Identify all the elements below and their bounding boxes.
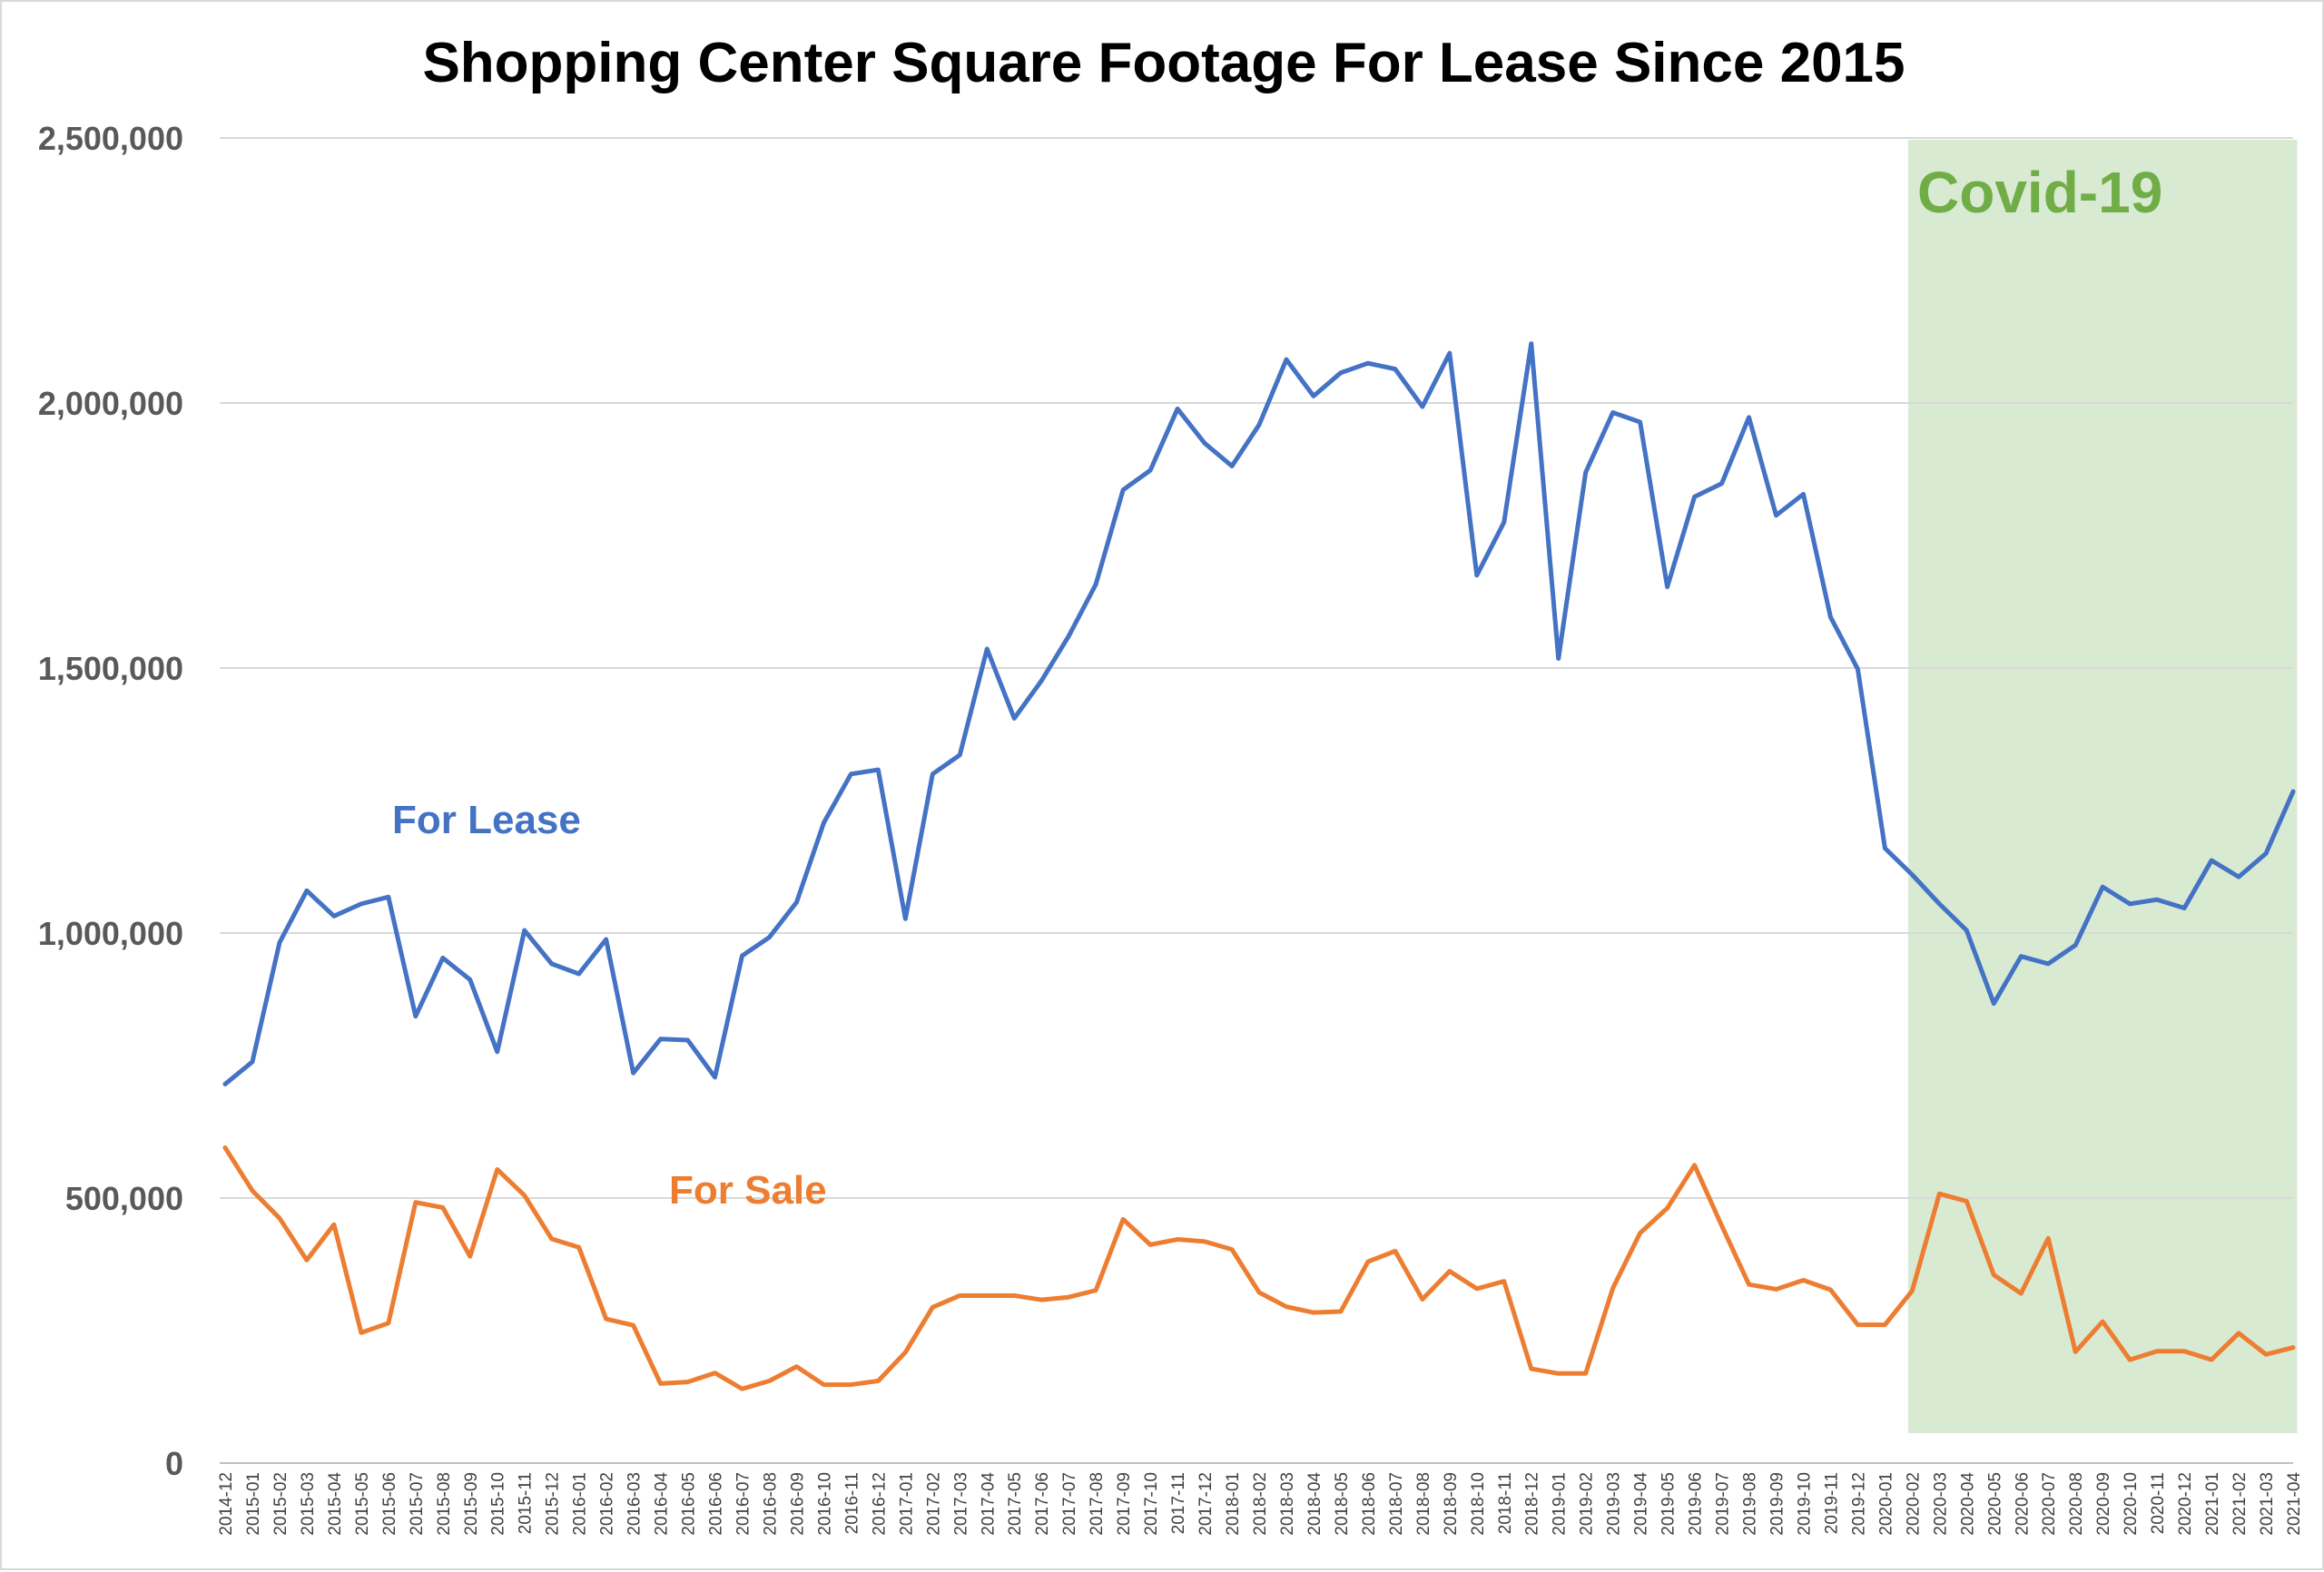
x-tick-label: 2020-08 — [2067, 1472, 2086, 1536]
x-tick-label: 2018-07 — [1387, 1472, 1406, 1536]
series-line-for-sale — [222, 1145, 2296, 1391]
x-tick-label: 2019-01 — [1551, 1472, 1570, 1536]
x-tick-label: 2015-06 — [380, 1472, 399, 1536]
x-tick-label: 2020-09 — [2094, 1472, 2113, 1536]
y-tick-label: 0 — [165, 1445, 183, 1482]
series-line-for-lease — [222, 341, 2296, 1086]
x-tick-label: 2015-07 — [408, 1472, 427, 1536]
x-tick-label: 2017-04 — [979, 1472, 998, 1536]
x-tick-label: 2016-08 — [761, 1472, 780, 1536]
covid-shaded-region — [1907, 140, 2298, 1433]
x-tick-label: 2019-09 — [1768, 1472, 1787, 1536]
x-tick-label: 2019-08 — [1741, 1472, 1760, 1536]
x-tick-label: 2020-03 — [1931, 1472, 1950, 1536]
x-tick-label: 2018-01 — [1224, 1472, 1243, 1536]
x-tick-label: 2017-03 — [951, 1472, 970, 1536]
x-tick-label: 2015-08 — [435, 1472, 454, 1536]
x-tick-label: 2016-01 — [571, 1472, 590, 1536]
covid-region-label: Covid-19 — [1917, 160, 2162, 225]
x-tick-label: 2015-02 — [271, 1472, 290, 1536]
x-tick-label: 2017-08 — [1088, 1472, 1107, 1536]
x-tick-label: 2015-09 — [462, 1472, 481, 1536]
x-tick-label: 2016-04 — [653, 1472, 672, 1536]
x-tick-label: 2021-02 — [2230, 1472, 2250, 1536]
series-label-for-sale: For Sale — [669, 1168, 827, 1213]
x-tick-label: 2016-02 — [598, 1472, 617, 1536]
x-tick-label: 2019-11 — [1822, 1472, 1841, 1534]
x-tick-label: 2020-11 — [2149, 1472, 2168, 1534]
x-tick-label: 2016-10 — [815, 1472, 834, 1536]
x-tick-label: 2018-02 — [1251, 1472, 1270, 1536]
x-tick-label: 2018-05 — [1333, 1472, 1352, 1536]
x-tick-label: 2019-06 — [1687, 1472, 1706, 1536]
x-tick-label: 2019-07 — [1714, 1472, 1733, 1536]
x-tick-label: 2015-01 — [244, 1472, 263, 1536]
x-tick-label: 2017-11 — [1169, 1472, 1188, 1534]
gridlines — [220, 137, 2293, 1464]
x-tick-label: 2017-07 — [1060, 1472, 1079, 1536]
y-tick-label: 2,000,000 — [38, 385, 183, 422]
x-tick-label: 2017-10 — [1142, 1472, 1161, 1536]
x-tick-label: 2019-12 — [1849, 1472, 1868, 1536]
x-tick-label: 2018-09 — [1442, 1472, 1461, 1536]
x-tick-label: 2021-04 — [2285, 1472, 2304, 1536]
y-tick-label: 2,500,000 — [38, 120, 183, 157]
y-tick-label: 1,000,000 — [38, 915, 183, 952]
x-tick-label: 2016-07 — [734, 1472, 753, 1536]
x-tick-label: 2017-01 — [897, 1472, 916, 1536]
x-tick-label: 2018-06 — [1360, 1472, 1379, 1536]
y-axis-ticks: 0 500,000 1,000,000 1,500,000 2,000,000 2,500… — [38, 120, 183, 1482]
x-tick-label: 2021-01 — [2203, 1472, 2222, 1536]
x-tick-label: 2018-12 — [1523, 1472, 1542, 1536]
x-tick-label: 2021-03 — [2258, 1472, 2277, 1536]
x-tick-label: 2020-01 — [1876, 1472, 1896, 1536]
x-tick-label: 2015-04 — [326, 1472, 345, 1536]
covid-region-layer — [1907, 140, 2298, 1433]
x-tick-label: 2017-12 — [1196, 1472, 1216, 1536]
x-tick-label: 2015-11 — [517, 1472, 536, 1534]
series-lines — [222, 341, 2296, 1391]
x-tick-label: 2015-10 — [489, 1472, 508, 1536]
chart-title: Shopping Center Square Footage For Lease… — [422, 32, 1905, 94]
x-tick-label: 2020-04 — [1958, 1472, 1977, 1536]
x-tick-label: 2019-03 — [1605, 1472, 1624, 1536]
x-tick-label: 2019-05 — [1659, 1472, 1679, 1536]
x-tick-label: 2015-12 — [544, 1472, 563, 1536]
x-tick-label: 2017-09 — [1115, 1472, 1134, 1536]
x-tick-label: 2017-05 — [1006, 1472, 1025, 1536]
x-tick-label: 2018-03 — [1278, 1472, 1297, 1536]
series-label-for-lease: For Lease — [392, 798, 581, 842]
x-tick-label: 2016-05 — [680, 1472, 699, 1536]
x-tick-label: 2016-03 — [625, 1472, 645, 1536]
x-tick-label: 2017-02 — [924, 1472, 943, 1536]
x-tick-label: 2016-11 — [842, 1472, 862, 1534]
x-tick-label: 2018-08 — [1414, 1472, 1433, 1536]
x-tick-label: 2020-12 — [2176, 1472, 2195, 1536]
x-tick-label: 2018-11 — [1496, 1472, 1515, 1534]
x-tick-label: 2020-10 — [2122, 1472, 2141, 1536]
x-tick-label: 2016-09 — [788, 1472, 807, 1536]
x-tick-label: 2020-02 — [1904, 1472, 1923, 1536]
x-tick-label: 2015-05 — [353, 1472, 372, 1536]
x-tick-label: 2020-07 — [2040, 1472, 2059, 1536]
x-axis-ticks: 2014-12 2015-01 2015-02 2015-03 2015-04 2015-… — [217, 1472, 2304, 1536]
x-tick-label: 2016-06 — [707, 1472, 726, 1536]
y-tick-label: 1,500,000 — [38, 650, 183, 687]
x-tick-label: 2020-06 — [2013, 1472, 2032, 1536]
x-tick-label: 2017-06 — [1033, 1472, 1052, 1536]
x-tick-label: 2016-12 — [870, 1472, 889, 1536]
y-tick-label: 500,000 — [65, 1180, 183, 1217]
x-tick-label: 2019-10 — [1795, 1472, 1814, 1536]
x-tick-label: 2020-05 — [1985, 1472, 2004, 1536]
x-tick-label: 2018-10 — [1469, 1472, 1488, 1536]
x-tick-label: 2018-04 — [1305, 1472, 1324, 1536]
x-tick-label: 2019-02 — [1578, 1472, 1597, 1536]
x-tick-label: 2019-04 — [1632, 1472, 1651, 1536]
x-tick-label: 2015-03 — [299, 1472, 318, 1536]
x-tick-label: 2014-12 — [217, 1472, 236, 1536]
